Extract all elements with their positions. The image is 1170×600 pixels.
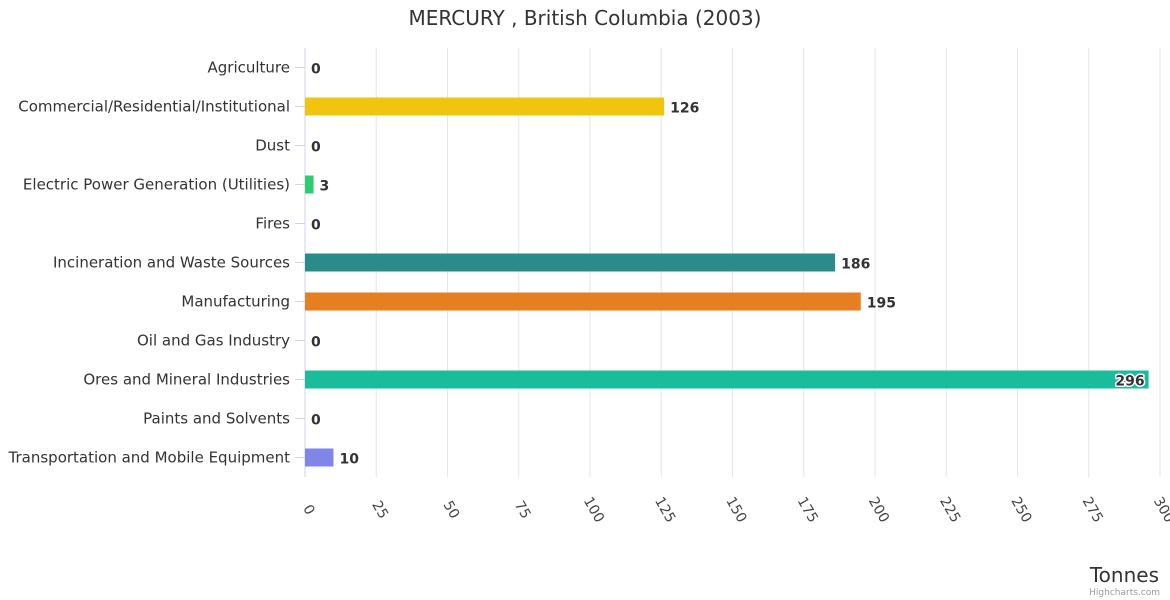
data-label: 0 — [311, 413, 321, 429]
bar[interactable] — [305, 97, 665, 116]
data-label: 0 — [311, 335, 321, 351]
x-tick-label: 100 — [580, 494, 607, 525]
x-tick-label: 25 — [368, 498, 391, 521]
category-label: Ores and Mineral Industries — [83, 371, 290, 389]
x-tick-label: 300 — [1150, 494, 1170, 525]
credits-link[interactable]: Highcharts.com — [1089, 588, 1160, 598]
x-tick-label: 225 — [936, 494, 963, 525]
data-label: 3 — [320, 179, 330, 195]
x-tick-label: 200 — [865, 494, 892, 525]
bar[interactable] — [305, 370, 1149, 389]
data-label: 195 — [867, 296, 896, 312]
chart-title: MERCURY , British Columbia (2003) — [409, 6, 762, 30]
data-label: 0 — [311, 62, 321, 78]
x-tick-label: 275 — [1079, 494, 1106, 525]
bar[interactable] — [305, 175, 314, 194]
bar[interactable] — [305, 292, 861, 311]
category-label: Incineration and Waste Sources — [53, 254, 290, 272]
data-label: 0 — [311, 218, 321, 234]
bar[interactable] — [305, 253, 836, 272]
x-tick-label: 75 — [511, 498, 534, 521]
category-label: Oil and Gas Industry — [137, 332, 290, 350]
category-label: Electric Power Generation (Utilities) — [23, 176, 290, 194]
x-tick-label: 50 — [440, 498, 463, 521]
data-label: 10 — [340, 452, 360, 468]
y-axis: Agriculture Commercial/Residential/Instit… — [8, 48, 306, 477]
category-label: Agriculture — [208, 59, 291, 77]
bars — [305, 97, 1149, 467]
x-axis-ticks: 0 25 50 75 100 125 150 175 200 225 250 275 300 — [299, 494, 1170, 525]
category-label: Manufacturing — [181, 293, 290, 311]
x-tick-label: 175 — [794, 494, 821, 525]
category-label: Dust — [255, 137, 290, 155]
category-label: Commercial/Residential/Institutional — [18, 98, 290, 116]
x-axis-title: Tonnes — [1089, 563, 1159, 587]
bar[interactable] — [305, 448, 334, 467]
data-labels: 0 126 0 3 0 186 195 0 296 0 10 — [311, 62, 1146, 468]
x-tick-label: 150 — [722, 494, 749, 525]
x-tick-label: 125 — [651, 494, 678, 525]
data-label: 296 — [1115, 374, 1144, 390]
category-label: Transportation and Mobile Equipment — [8, 449, 291, 467]
data-label: 0 — [311, 140, 321, 156]
category-label: Fires — [255, 215, 290, 233]
data-label: 186 — [841, 257, 870, 273]
x-tick-label: 250 — [1007, 494, 1034, 525]
x-tick-label: 0 — [299, 502, 317, 518]
category-label: Paints and Solvents — [143, 410, 290, 428]
data-label: 126 — [670, 101, 699, 117]
